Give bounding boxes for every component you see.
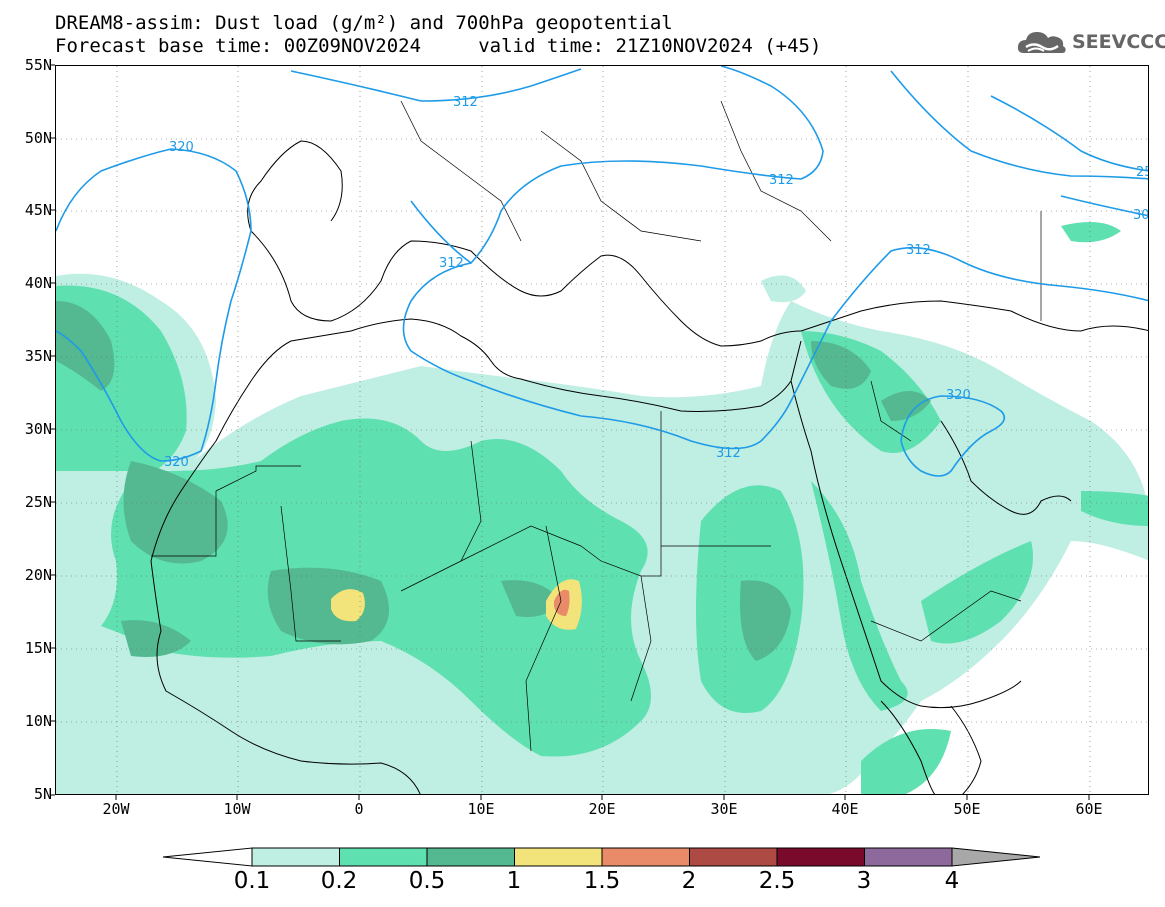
contour-label: 312 — [769, 173, 794, 188]
colorbar-swatch — [864, 847, 953, 867]
map-title: DREAM8-assim: Dust load (g/m²) and 700hP… — [55, 12, 673, 34]
colorbar-label: 2 — [681, 868, 697, 894]
colorbar-swatch — [339, 847, 428, 867]
colorbar-label: 4 — [944, 868, 960, 894]
colorbar-label: 0.5 — [408, 868, 446, 894]
contour-label: 25 — [1136, 165, 1149, 180]
contour-label: 312 — [453, 95, 478, 110]
colorbar-swatch — [776, 847, 865, 867]
colorbar-swatch — [514, 847, 603, 867]
contour-label: 320 — [164, 455, 189, 470]
coastlines — [150, 140, 1148, 794]
lat-label-10n: 10N — [24, 712, 52, 730]
geopotential-contours — [56, 66, 1148, 477]
lat-label-30n: 30N — [24, 420, 52, 438]
dust-shading-high — [56, 301, 931, 661]
lat-label-35n: 35N — [24, 347, 52, 365]
lon-label-30e: 30E — [710, 800, 738, 818]
lon-label-60e: 60E — [1075, 800, 1103, 818]
contour-label: 320 — [169, 140, 194, 155]
lon-label-10e: 10E — [467, 800, 495, 818]
lon-label-50e: 50E — [953, 800, 981, 818]
contour-label: 312 — [439, 256, 464, 271]
lon-label-20w: 20W — [102, 800, 130, 818]
forecast-time-line: Forecast base time: 00Z09NOV2024 valid t… — [55, 35, 822, 57]
lat-label-20n: 20N — [24, 566, 52, 584]
colorbar-label: 1.5 — [583, 868, 621, 894]
lat-label-25n: 25N — [24, 493, 52, 511]
dust-shading-peak — [554, 589, 570, 616]
colorbar-label: 1 — [506, 868, 522, 894]
lon-label-10w: 10W — [223, 800, 251, 818]
colorbar-swatch — [426, 847, 515, 867]
lat-label-50n: 50N — [24, 129, 52, 147]
seevccc-logo: SEEVCCC — [1016, 26, 1165, 58]
lat-label-55n: 55N — [24, 56, 52, 74]
logo-text: SEEVCCC — [1072, 31, 1165, 53]
lon-label-20e: 20E — [588, 800, 616, 818]
colorbar-low-arrow — [162, 847, 253, 867]
colorbar-swatch — [601, 847, 690, 867]
colorbar-label: 3 — [856, 868, 872, 894]
lat-label-45n: 45N — [24, 201, 52, 219]
lon-label-40e: 40E — [831, 800, 859, 818]
colorbar-high-arrow — [951, 847, 1041, 867]
colorbar-label: 0.2 — [320, 868, 358, 894]
colorbar-label: 2.5 — [758, 868, 796, 894]
colorbar-swatch — [689, 847, 778, 867]
cloud-icon — [1017, 32, 1066, 53]
graticule — [56, 66, 1148, 794]
lon-label-0: 0 — [354, 800, 364, 818]
lat-label-40n: 40N — [24, 274, 52, 292]
colorbar-swatch — [251, 847, 340, 867]
contour-label: 312 — [906, 243, 931, 258]
contour-label: 30 — [1133, 208, 1149, 223]
lat-label-5n: 5N — [33, 785, 52, 803]
colorbar-label: 0.1 — [233, 868, 271, 894]
lat-label-15n: 15N — [24, 639, 52, 657]
dust-load-map: 312 320 312 312 320 312 320 312 25 30 — [55, 65, 1149, 795]
contour-label: 320 — [946, 388, 971, 403]
contour-label: 312 — [716, 446, 741, 461]
